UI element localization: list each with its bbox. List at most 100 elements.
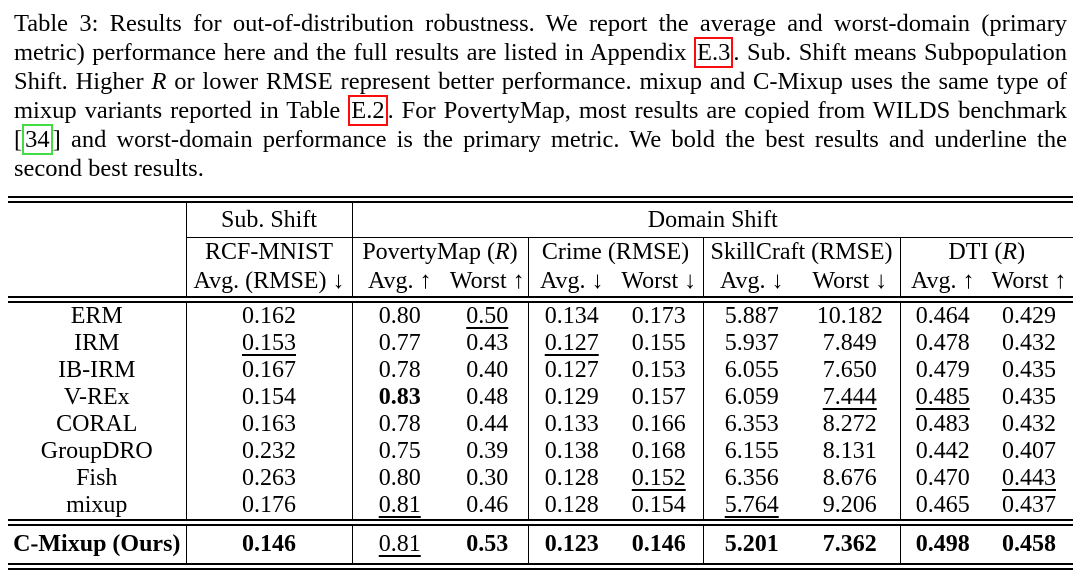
- metric-dti-worst: Worst ↑: [991, 268, 1067, 294]
- cell-skillcraft-avg: 5.764: [724, 492, 779, 518]
- top-double-rule: [8, 196, 1073, 203]
- metric-skillcraft-worst: Worst ↓: [800, 267, 901, 297]
- cell-dti-worst: 0.432: [1002, 330, 1056, 356]
- cell-poverty-avg: 0.81: [378, 492, 421, 518]
- cell-crime-avg: 0.134: [544, 303, 599, 329]
- cell-rcf-avg: 0.146: [185, 525, 353, 564]
- cell-rcf-avg: 0.232: [185, 438, 353, 465]
- cell-poverty-avg: 0.81: [378, 531, 421, 557]
- cell-skillcraft-avg: 6.155: [724, 438, 779, 464]
- cell-crime-avg: 0.123: [544, 531, 599, 557]
- cell-poverty-worst: 0.53: [447, 525, 529, 564]
- table-row-c-mixup: C-Mixup (Ours) 0.146 0.81 0.53 0.123 0.1…: [8, 525, 1073, 564]
- dataset-povertymap: PovertyMap (R): [352, 237, 529, 267]
- table-row-groupdro: GroupDRO 0.232 0.75 0.39 0.138 0.168 6.1…: [8, 438, 1073, 465]
- table-link-e2[interactable]: E.2: [348, 95, 388, 126]
- appendix-link-e3[interactable]: E.3: [694, 37, 734, 68]
- dataset-name: ): [1017, 239, 1026, 265]
- caption-text: . For PovertyMap, most results are copie…: [14, 97, 1068, 153]
- table-row-ib-irm: IB-IRM 0.167 0.78 0.40 0.127 0.153 6.055…: [8, 357, 1073, 384]
- cell-skillcraft-worst: 7.444: [800, 384, 901, 411]
- metric-crime-worst: Worst ↓: [615, 267, 704, 297]
- table-row-irm: IRM 0.153 0.77 0.43 0.127 0.155 5.937 7.…: [8, 330, 1073, 357]
- cell-poverty-worst: 0.30: [447, 465, 529, 492]
- dataset-dti: DTI (R): [900, 238, 1073, 268]
- sub-shift-header: Sub. Shift: [185, 202, 353, 238]
- header-double-rule: [8, 296, 1073, 303]
- caption-text: Table 3: Results for out-of-distribution…: [14, 10, 1067, 66]
- cell-poverty-worst: 0.40: [447, 357, 529, 384]
- cell-poverty-worst: 0.46: [447, 492, 529, 520]
- cell-poverty-avg: 0.75: [378, 438, 421, 464]
- cell-crime-worst: 0.152: [615, 465, 704, 492]
- cell-dti-worst: 0.429: [1002, 303, 1056, 329]
- cell-dti-worst: 0.458: [1002, 531, 1056, 557]
- table-row-v-rex: V-REx 0.154 0.83 0.48 0.129 0.157 6.059 …: [8, 384, 1073, 411]
- method-label: IRM: [74, 330, 120, 356]
- citation-link-34[interactable]: 34: [22, 124, 53, 155]
- cell-poverty-avg: 0.80: [378, 303, 421, 329]
- table-row-erm: ERM 0.162 0.80 0.50 0.134 0.173 5.887 10…: [8, 302, 1073, 330]
- cell-skillcraft-avg: 5.937: [724, 330, 779, 356]
- bottom-double-rule: [8, 563, 1073, 570]
- metric-skillcraft-avg: Avg. ↓: [719, 268, 784, 294]
- cell-poverty-worst: 0.48: [447, 384, 529, 411]
- cell-crime-avg: 0.138: [544, 438, 599, 464]
- caption-text: ] and worst-domain performance is the pr…: [14, 126, 1067, 182]
- cell-poverty-avg: 0.78: [378, 411, 421, 437]
- cell-crime-worst: 0.168: [615, 438, 704, 465]
- caption-text: or lower RMSE represent better performan…: [14, 68, 1068, 124]
- metric-header-row: Avg. (RMSE) ↓ Avg. ↑ Worst ↑ Avg. ↓ Wors…: [8, 267, 1073, 297]
- pre-final-double-rule: [8, 519, 1073, 526]
- cell-crime-worst: 0.155: [615, 330, 704, 357]
- corner-blank: [8, 202, 186, 238]
- cell-poverty-avg: 0.77: [378, 330, 421, 356]
- corner-blank: [8, 267, 186, 297]
- cell-dti-worst: 0.443: [1002, 465, 1056, 491]
- cell-crime-avg: 0.129: [544, 384, 599, 410]
- method-label: CORAL: [56, 411, 138, 437]
- dataset-crime: Crime (RMSE): [528, 237, 704, 267]
- dataset-name: SkillCraft (RMSE): [710, 239, 893, 265]
- corner-blank: [8, 238, 186, 268]
- cell-crime-avg: 0.128: [544, 492, 599, 518]
- math-symbol: R: [494, 239, 510, 265]
- cell-skillcraft-worst: 10.182: [800, 302, 901, 330]
- metric-poverty-avg: Avg. ↑: [367, 268, 432, 294]
- table-row-fish: Fish 0.263 0.80 0.30 0.128 0.152 6.356 8…: [8, 465, 1073, 492]
- dataset-skillcraft: SkillCraft (RMSE): [703, 237, 901, 267]
- cell-dti-avg: 0.470: [915, 465, 970, 491]
- metric-crime-avg: Avg. ↓: [539, 268, 604, 294]
- metric-poverty-worst: Worst ↑: [447, 267, 529, 297]
- cell-crime-worst: 0.173: [615, 302, 704, 330]
- cell-rcf-avg: 0.162: [185, 302, 353, 330]
- cell-dti-worst: 0.407: [1002, 438, 1056, 464]
- cell-skillcraft-worst: 7.362: [800, 525, 901, 564]
- cell-crime-worst: 0.153: [615, 357, 704, 384]
- math-symbol-r: R: [151, 68, 167, 95]
- cell-crime-avg: 0.127: [544, 330, 599, 356]
- cell-dti-worst: 0.435: [1002, 384, 1056, 410]
- cell-dti-avg: 0.483: [915, 411, 970, 437]
- cell-skillcraft-avg: 5.201: [724, 531, 779, 557]
- cell-crime-avg: 0.128: [544, 465, 599, 491]
- cell-skillcraft-worst: 8.131: [800, 438, 901, 465]
- cell-crime-avg: 0.133: [544, 411, 599, 437]
- cell-poverty-worst: 0.44: [447, 411, 529, 438]
- method-label: V-REx: [63, 384, 130, 410]
- cell-skillcraft-avg: 6.059: [724, 384, 779, 410]
- table-row-coral: CORAL 0.163 0.78 0.44 0.133 0.166 6.353 …: [8, 411, 1073, 438]
- cell-rcf-avg: 0.263: [185, 465, 353, 492]
- cell-dti-avg: 0.442: [915, 438, 970, 464]
- cell-crime-avg: 0.127: [544, 357, 599, 383]
- table-caption: Table 3: Results for out-of-distribution…: [0, 0, 1080, 183]
- cell-skillcraft-worst: 8.676: [800, 465, 901, 492]
- cell-dti-avg: 0.485: [915, 384, 970, 410]
- cell-dti-avg: 0.465: [915, 492, 970, 518]
- cell-poverty-worst: 0.39: [447, 438, 529, 465]
- cell-skillcraft-avg: 6.356: [724, 465, 779, 491]
- shift-group-header-row: Sub. Shift Domain Shift: [8, 202, 1073, 238]
- cell-skillcraft-avg: 6.055: [724, 357, 779, 383]
- method-label: ERM: [70, 303, 123, 329]
